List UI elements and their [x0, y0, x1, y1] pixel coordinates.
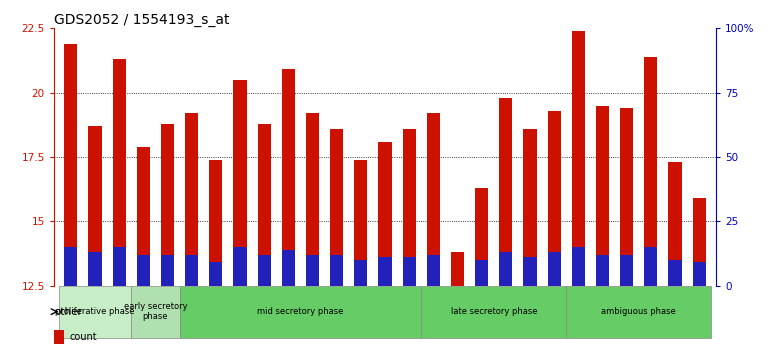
Bar — [233, 80, 246, 286]
Bar — [54, 330, 63, 344]
Bar — [620, 255, 634, 286]
Bar — [421, 286, 566, 338]
Bar — [209, 262, 223, 286]
Bar — [209, 160, 223, 286]
Bar — [596, 255, 609, 286]
Bar — [547, 252, 561, 286]
Bar — [112, 247, 126, 286]
Bar — [233, 247, 246, 286]
Bar — [257, 255, 271, 286]
Bar — [475, 188, 488, 286]
Bar — [499, 252, 513, 286]
Text: late secretory phase: late secretory phase — [450, 307, 537, 316]
Text: proliferative phase: proliferative phase — [55, 307, 135, 316]
Text: count: count — [69, 332, 97, 342]
Bar — [185, 255, 199, 286]
Bar — [137, 255, 150, 286]
Bar — [403, 257, 416, 286]
Bar — [596, 105, 609, 286]
Text: early secretory
phase: early secretory phase — [124, 302, 187, 321]
Bar — [566, 286, 711, 338]
Bar — [524, 129, 537, 286]
Bar — [571, 31, 585, 286]
Bar — [451, 286, 464, 291]
Bar — [282, 69, 295, 286]
Bar — [644, 247, 658, 286]
Bar — [692, 198, 706, 286]
Bar — [161, 124, 174, 286]
Bar — [354, 160, 367, 286]
Bar — [378, 142, 392, 286]
Bar — [620, 108, 634, 286]
Text: other: other — [55, 307, 82, 317]
Bar — [451, 252, 464, 286]
Bar — [89, 126, 102, 286]
Bar — [427, 255, 440, 286]
Bar — [131, 286, 179, 338]
Text: GDS2052 / 1554193_s_at: GDS2052 / 1554193_s_at — [54, 13, 229, 27]
Bar — [89, 252, 102, 286]
Bar — [330, 255, 343, 286]
Bar — [571, 247, 585, 286]
Bar — [499, 98, 513, 286]
Bar — [668, 162, 681, 286]
Bar — [59, 286, 131, 338]
Bar — [547, 111, 561, 286]
Bar — [403, 129, 416, 286]
Bar — [161, 255, 174, 286]
Bar — [378, 257, 392, 286]
Bar — [137, 147, 150, 286]
Bar — [354, 260, 367, 286]
Bar — [524, 257, 537, 286]
Bar — [644, 57, 658, 286]
Bar — [282, 250, 295, 286]
Bar — [306, 113, 319, 286]
Bar — [257, 124, 271, 286]
Text: ambiguous phase: ambiguous phase — [601, 307, 676, 316]
Bar — [330, 129, 343, 286]
Bar — [185, 113, 199, 286]
Bar — [668, 260, 681, 286]
Text: mid secretory phase: mid secretory phase — [257, 307, 343, 316]
Bar — [112, 59, 126, 286]
Bar — [475, 260, 488, 286]
Bar — [427, 113, 440, 286]
Bar — [179, 286, 421, 338]
Bar — [64, 44, 78, 286]
Bar — [692, 262, 706, 286]
Bar — [64, 247, 78, 286]
Bar — [306, 255, 319, 286]
